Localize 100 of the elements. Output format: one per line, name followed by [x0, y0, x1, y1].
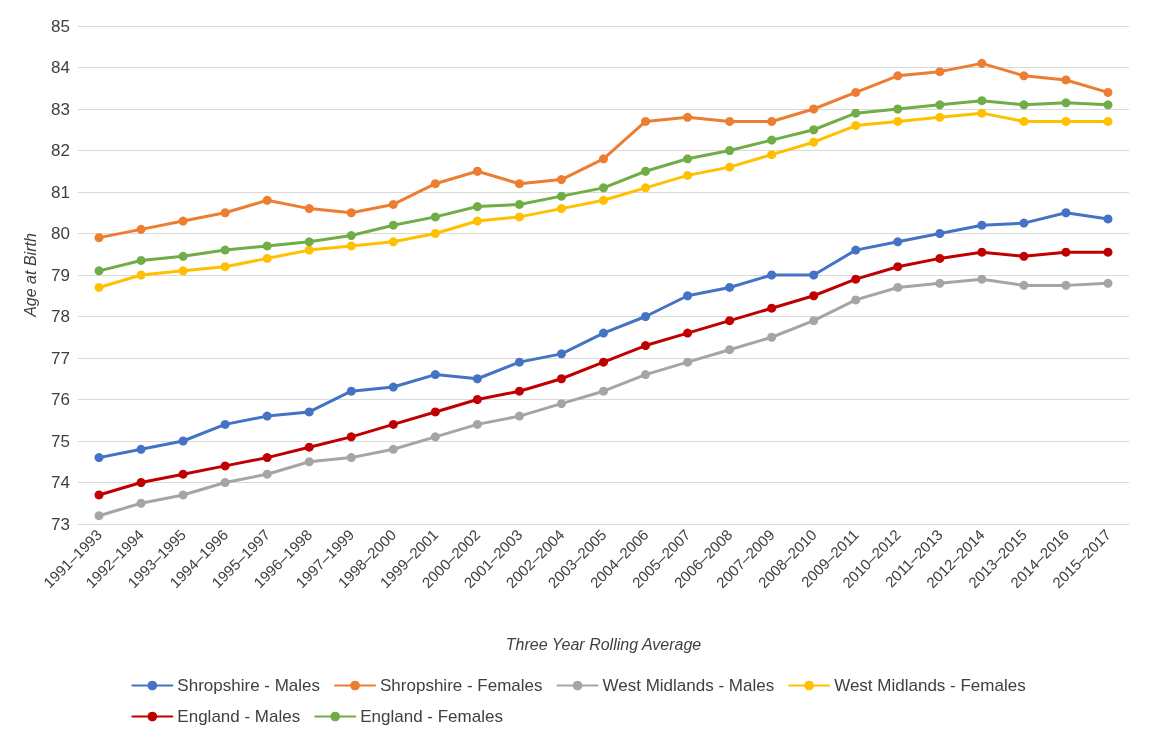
point [641, 166, 651, 176]
point [472, 374, 482, 384]
point [809, 291, 819, 301]
point [472, 202, 482, 212]
point [346, 453, 356, 463]
point [430, 179, 440, 189]
point [388, 220, 398, 230]
point [599, 386, 608, 396]
point [514, 386, 524, 396]
point [220, 262, 230, 272]
point [388, 237, 398, 247]
point [388, 444, 398, 454]
point [977, 108, 987, 118]
point [1019, 218, 1029, 228]
point [430, 229, 440, 238]
point [94, 233, 104, 243]
point [1019, 71, 1029, 81]
point [725, 316, 735, 326]
point [94, 266, 104, 276]
point [304, 245, 314, 255]
point [304, 204, 314, 214]
point [304, 407, 314, 417]
point [262, 453, 272, 463]
point [935, 253, 945, 263]
x-axis-title: Three Year Rolling Average [505, 635, 702, 653]
y-tick-label: 73 [51, 514, 70, 534]
legend-label: West Midlands - Males [602, 676, 775, 695]
point [136, 498, 146, 508]
point [809, 316, 819, 326]
point [767, 150, 777, 160]
point [767, 116, 777, 126]
point [94, 511, 104, 521]
y-tick-label: 74 [51, 473, 70, 492]
point [472, 216, 482, 226]
point [977, 274, 987, 284]
point [220, 208, 230, 218]
point [262, 469, 272, 479]
point [94, 490, 104, 500]
point [220, 245, 230, 255]
point [599, 195, 608, 205]
point [935, 112, 945, 122]
point [220, 419, 230, 429]
point [304, 237, 314, 247]
point [388, 199, 398, 209]
y-tick-label: 76 [51, 390, 70, 409]
legend-label: England - Males [177, 707, 301, 726]
point [178, 436, 188, 446]
y-tick-label: 77 [51, 348, 70, 368]
point [556, 175, 566, 185]
point [725, 282, 735, 292]
y-tick-label: 78 [51, 307, 70, 326]
point [556, 374, 566, 384]
point [851, 108, 861, 118]
point [683, 112, 693, 122]
point [472, 419, 482, 429]
y-tick-label: 85 [51, 16, 70, 36]
point [893, 104, 903, 114]
point [893, 116, 903, 126]
point [304, 442, 314, 452]
legend-label: Shropshire - Males [177, 676, 321, 695]
point [1019, 280, 1029, 290]
point [178, 266, 188, 276]
point [599, 357, 608, 367]
point [262, 195, 272, 205]
point [514, 411, 524, 421]
y-tick-label: 84 [51, 58, 70, 77]
point [556, 191, 566, 201]
point [935, 100, 945, 110]
point [809, 270, 819, 280]
point [1061, 98, 1071, 108]
point [893, 237, 903, 247]
point [725, 345, 735, 355]
point [1019, 116, 1029, 126]
point [514, 179, 524, 189]
point [725, 162, 735, 172]
point [641, 370, 651, 380]
point [1019, 100, 1029, 110]
point [935, 67, 945, 77]
point [346, 386, 356, 396]
point [430, 432, 440, 442]
point [851, 295, 861, 305]
point [94, 453, 104, 463]
point [430, 212, 440, 222]
point [935, 278, 945, 288]
point [1061, 75, 1071, 85]
point [1103, 214, 1113, 224]
y-axis-title: Age at Birth [21, 233, 39, 318]
point [262, 411, 272, 421]
point [851, 274, 861, 284]
y-tick-label: 79 [51, 265, 70, 285]
point [556, 349, 566, 359]
legend-label: West Midlands - Females [834, 676, 1026, 695]
point [472, 395, 482, 404]
point [346, 241, 356, 251]
point [851, 121, 861, 131]
point [977, 96, 987, 106]
point [220, 461, 230, 471]
point [599, 183, 608, 193]
point [599, 154, 608, 164]
point [809, 137, 819, 147]
